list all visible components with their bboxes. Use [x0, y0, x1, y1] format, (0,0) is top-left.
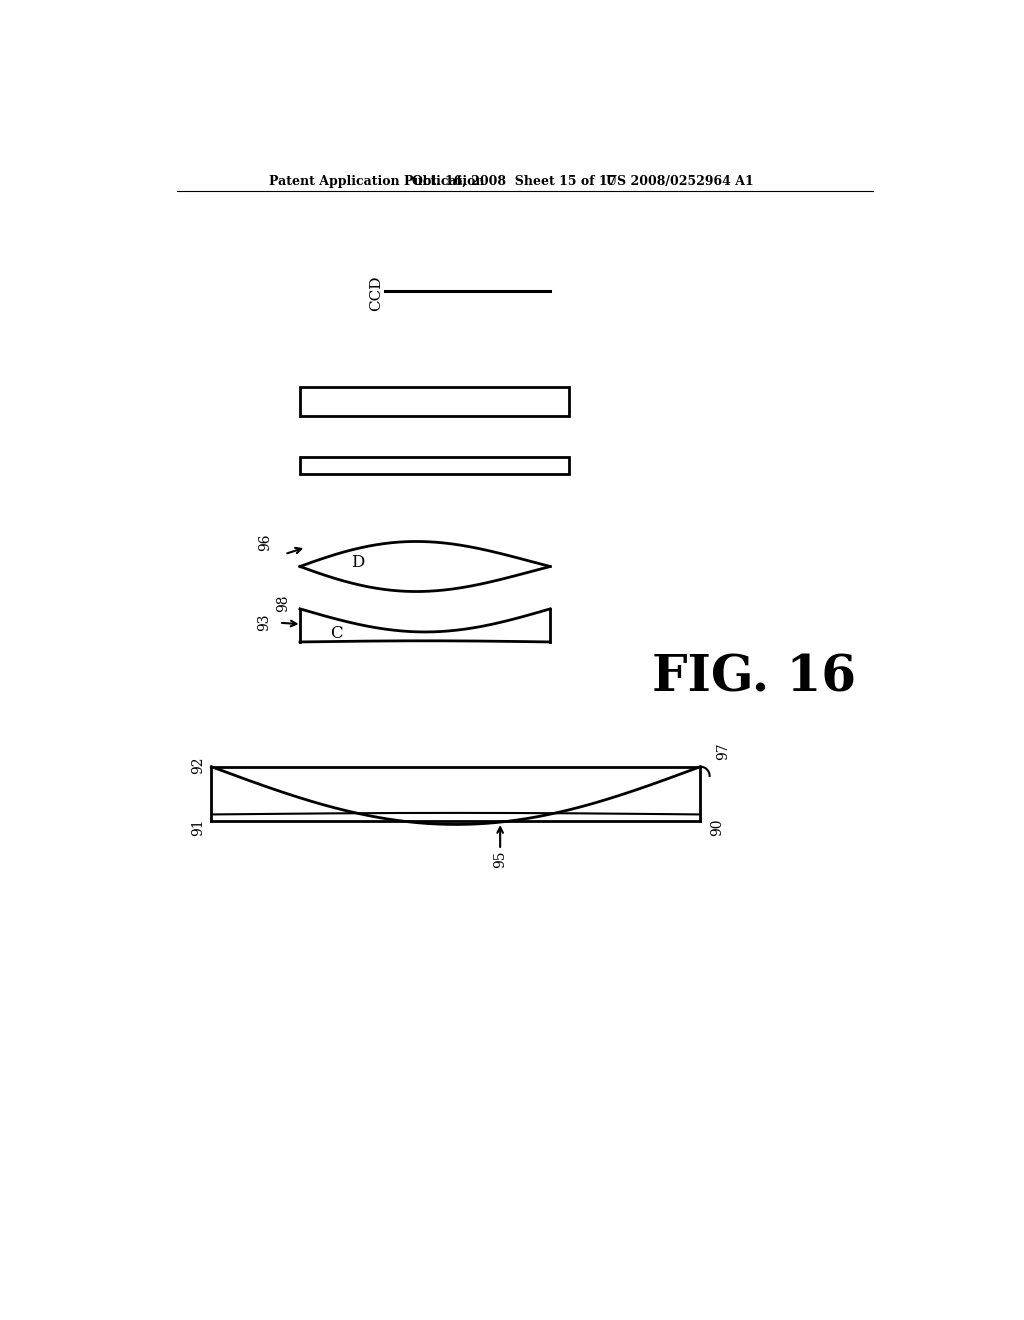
- Text: 93: 93: [257, 614, 270, 631]
- Bar: [300, 387, 569, 416]
- Text: CCD: CCD: [370, 276, 383, 312]
- Text: 90: 90: [711, 818, 724, 836]
- Bar: [300, 457, 569, 474]
- Text: FIG. 16: FIG. 16: [652, 653, 856, 702]
- Text: Patent Application Publication: Patent Application Publication: [269, 176, 484, 187]
- Text: 95: 95: [494, 850, 507, 867]
- Text: 91: 91: [191, 818, 206, 836]
- Text: 92: 92: [191, 756, 206, 774]
- Text: C: C: [331, 624, 343, 642]
- Text: D: D: [351, 554, 365, 572]
- Text: Oct. 16, 2008  Sheet 15 of 17: Oct. 16, 2008 Sheet 15 of 17: [412, 176, 616, 187]
- Text: 97: 97: [717, 742, 730, 760]
- Polygon shape: [300, 609, 550, 642]
- Polygon shape: [300, 541, 550, 591]
- Text: US 2008/0252964 A1: US 2008/0252964 A1: [606, 176, 754, 187]
- Text: 96: 96: [258, 533, 272, 550]
- Bar: [211, 767, 700, 821]
- Text: 98: 98: [276, 595, 290, 612]
